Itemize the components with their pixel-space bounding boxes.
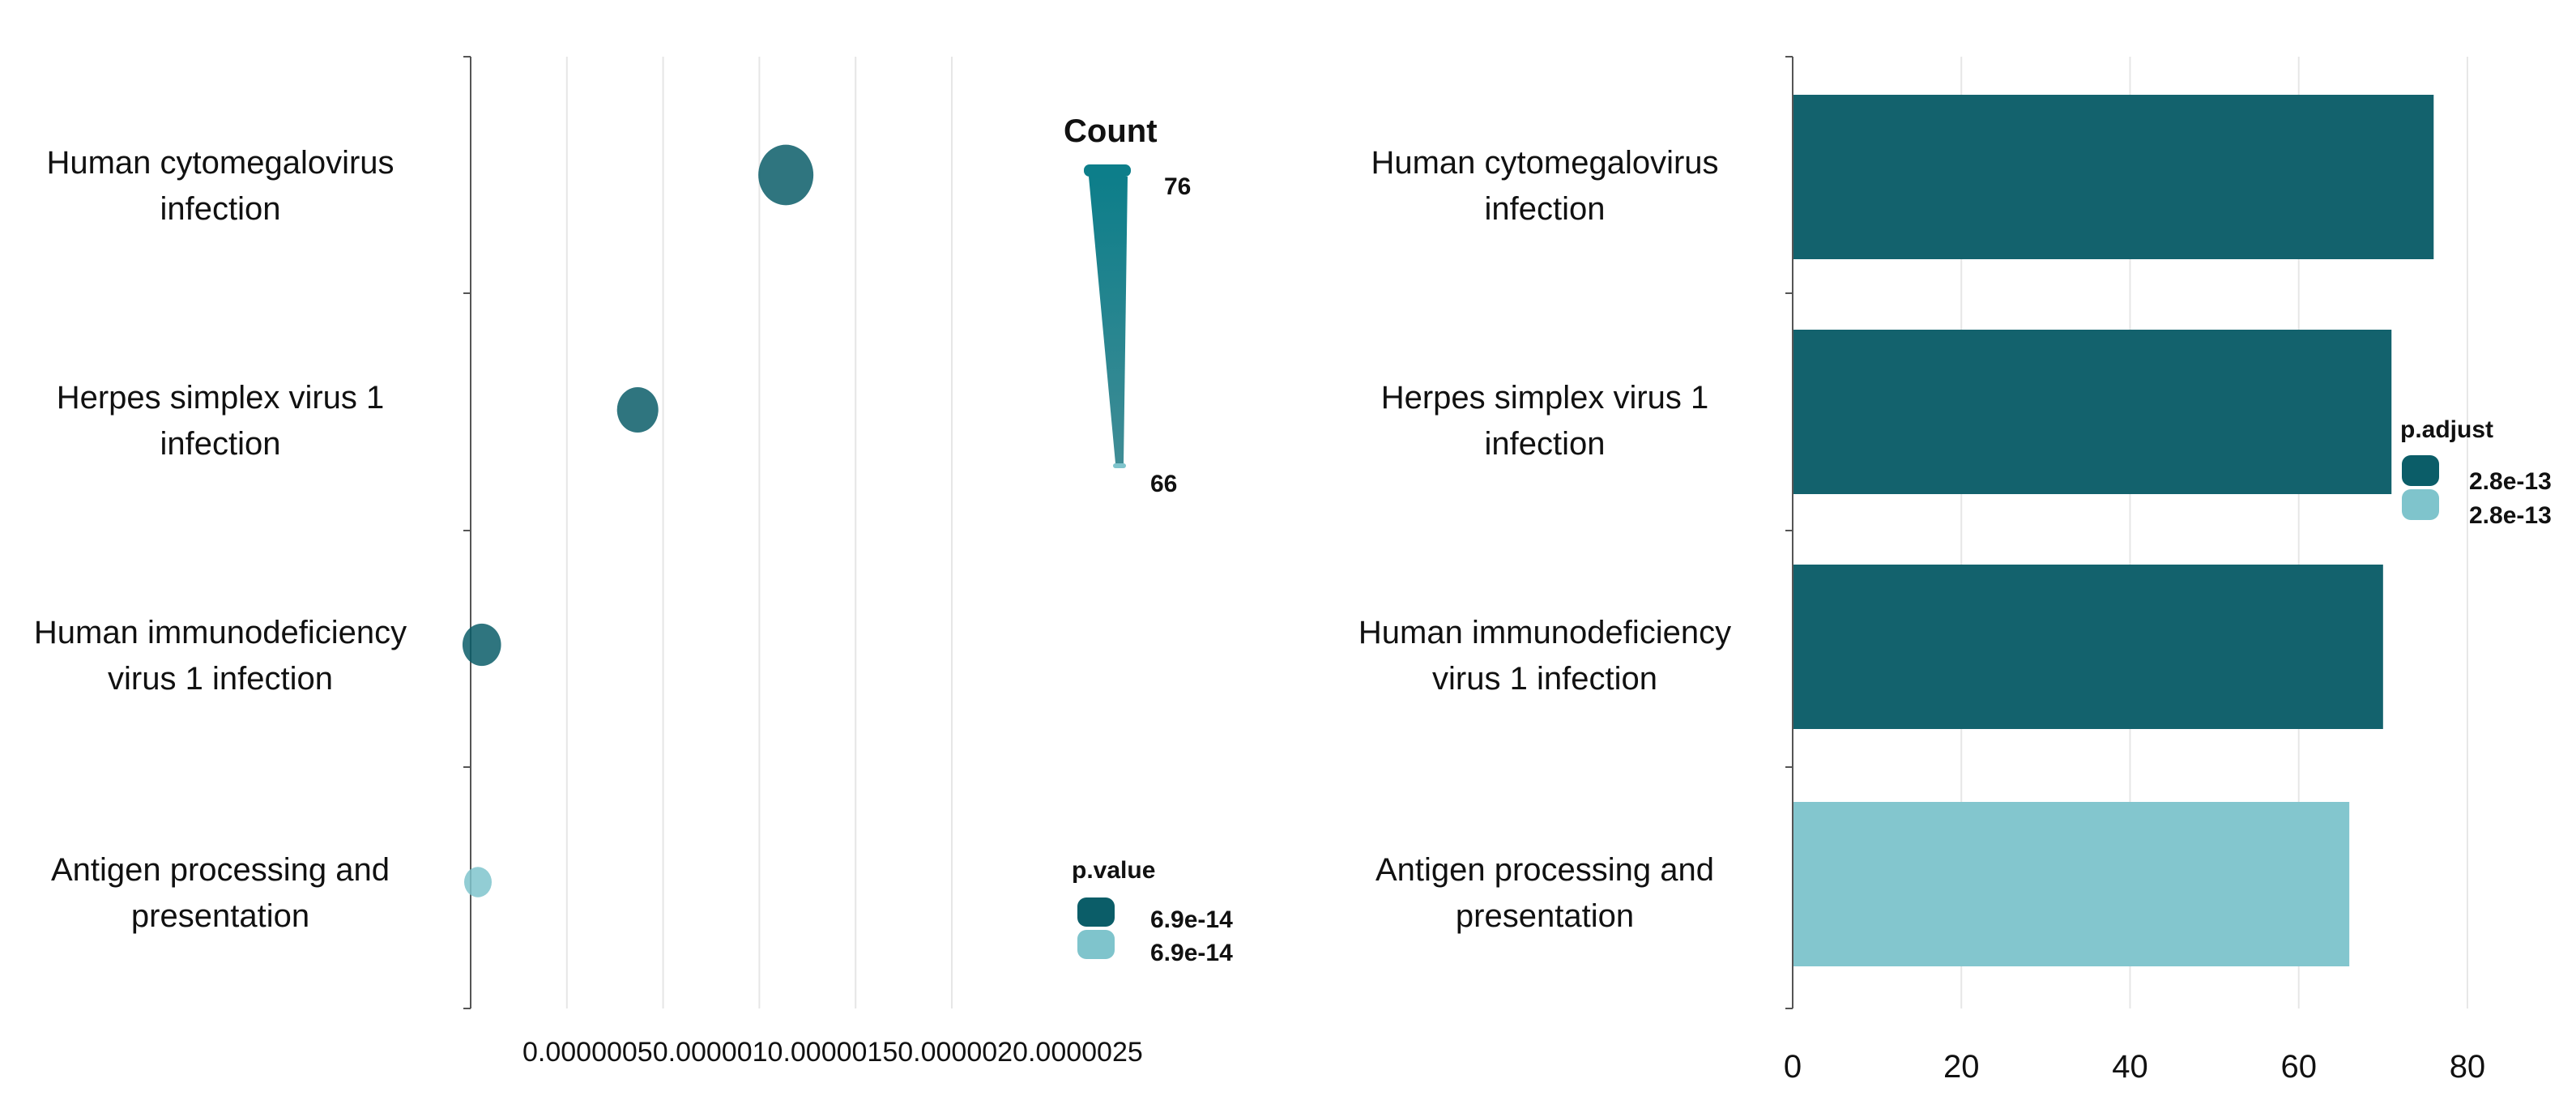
count-size-legend: Count 76 66 <box>1064 113 1191 497</box>
p-value-legend-entry-2: 6.9e-14 <box>1150 940 1233 966</box>
bar-chart-x-tick-label-1: 0 <box>1784 1049 1802 1085</box>
p-adjust-legend-key-light <box>2402 489 2439 520</box>
bar-chart-category-label-3: Human immunodeficiency virus 1 infection <box>1358 615 1731 697</box>
p-adjust-legend-entry-2: 2.8e-13 <box>2469 502 2552 529</box>
bar-chart-x-tick-labels: 0 20 40 60 80 <box>1784 1049 2485 1085</box>
p-value-legend-entry-1: 6.9e-14 <box>1150 906 1233 933</box>
dot-plot-gridlines <box>565 57 953 1008</box>
dot-plot-points <box>462 144 814 897</box>
count-legend-cap-top <box>1084 164 1131 177</box>
dot-plot: Human cytomegalovirus infection Herpes sim… <box>34 56 1233 1068</box>
dot-plot-category-label-2: Herpes simplex virus 1 infection <box>57 380 385 462</box>
bar-chart-category-labels: Human cytomegalovirus infection Herpes sim… <box>1358 145 1731 934</box>
bar-chart-bar-3 <box>1793 565 2383 729</box>
bar-chart-category-label-1: Human cytomegalovirus infection <box>1371 145 1718 227</box>
dot-plot-y-ticks <box>463 56 471 1009</box>
dot-plot-category-labels: Human cytomegalovirus infection Herpes sim… <box>34 145 407 934</box>
count-legend-cap-bottom <box>1113 463 1126 468</box>
bar-chart-x-tick-label-2: 20 <box>1943 1049 1980 1085</box>
bar-chart: Human cytomegalovirus infection Herpes sim… <box>1358 56 2552 1085</box>
dot-plot-point-2 <box>616 386 659 433</box>
p-value-legend-key-dark <box>1077 897 1115 927</box>
p-adjust-legend: p.adjust 2.8e-13 2.8e-13 <box>2400 416 2552 529</box>
bar-chart-x-tick-label-4: 60 <box>2280 1049 2317 1085</box>
count-legend-title: Count <box>1064 113 1158 149</box>
p-value-legend-key-light <box>1077 930 1115 959</box>
dot-plot-point-3 <box>462 623 501 667</box>
p-adjust-legend-key-dark <box>2402 455 2439 486</box>
p-adjust-legend-title: p.adjust <box>2400 416 2493 443</box>
dot-plot-category-label-3: Human immunodeficiency virus 1 infection <box>34 615 407 697</box>
bar-chart-bar-4 <box>1793 802 2350 966</box>
count-legend-min-label: 66 <box>1150 471 1177 497</box>
bar-chart-y-ticks <box>1785 56 1793 1009</box>
dot-plot-category-label-1: Human cytomegalovirus infection <box>46 145 394 227</box>
bar-chart-bar-1 <box>1793 95 2434 259</box>
count-legend-max-label: 76 <box>1164 173 1191 200</box>
bar-chart-category-label-2: Herpes simplex virus 1 infection <box>1381 380 1709 462</box>
bar-chart-bars <box>1793 95 2434 966</box>
bar-chart-category-label-4: Antigen processing and presentation <box>1375 852 1714 934</box>
count-legend-wedge <box>1089 177 1128 463</box>
p-value-legend: p.value 6.9e-14 6.9e-14 <box>1072 857 1233 966</box>
dot-plot-category-label-4: Antigen processing and presentation <box>51 852 390 934</box>
p-adjust-legend-entry-1: 2.8e-13 <box>2469 468 2552 495</box>
p-value-legend-title: p.value <box>1072 857 1155 884</box>
dot-plot-point-4 <box>464 867 492 897</box>
bar-chart-x-tick-label-3: 40 <box>2112 1049 2148 1085</box>
dot-plot-x-tick-labels: 0.00000050.0000010.00000150.0000020.0000… <box>522 1037 1143 1068</box>
bar-chart-x-tick-label-5: 80 <box>2450 1049 2486 1085</box>
bar-chart-bar-2 <box>1793 330 2392 494</box>
dot-plot-point-1 <box>758 144 814 206</box>
